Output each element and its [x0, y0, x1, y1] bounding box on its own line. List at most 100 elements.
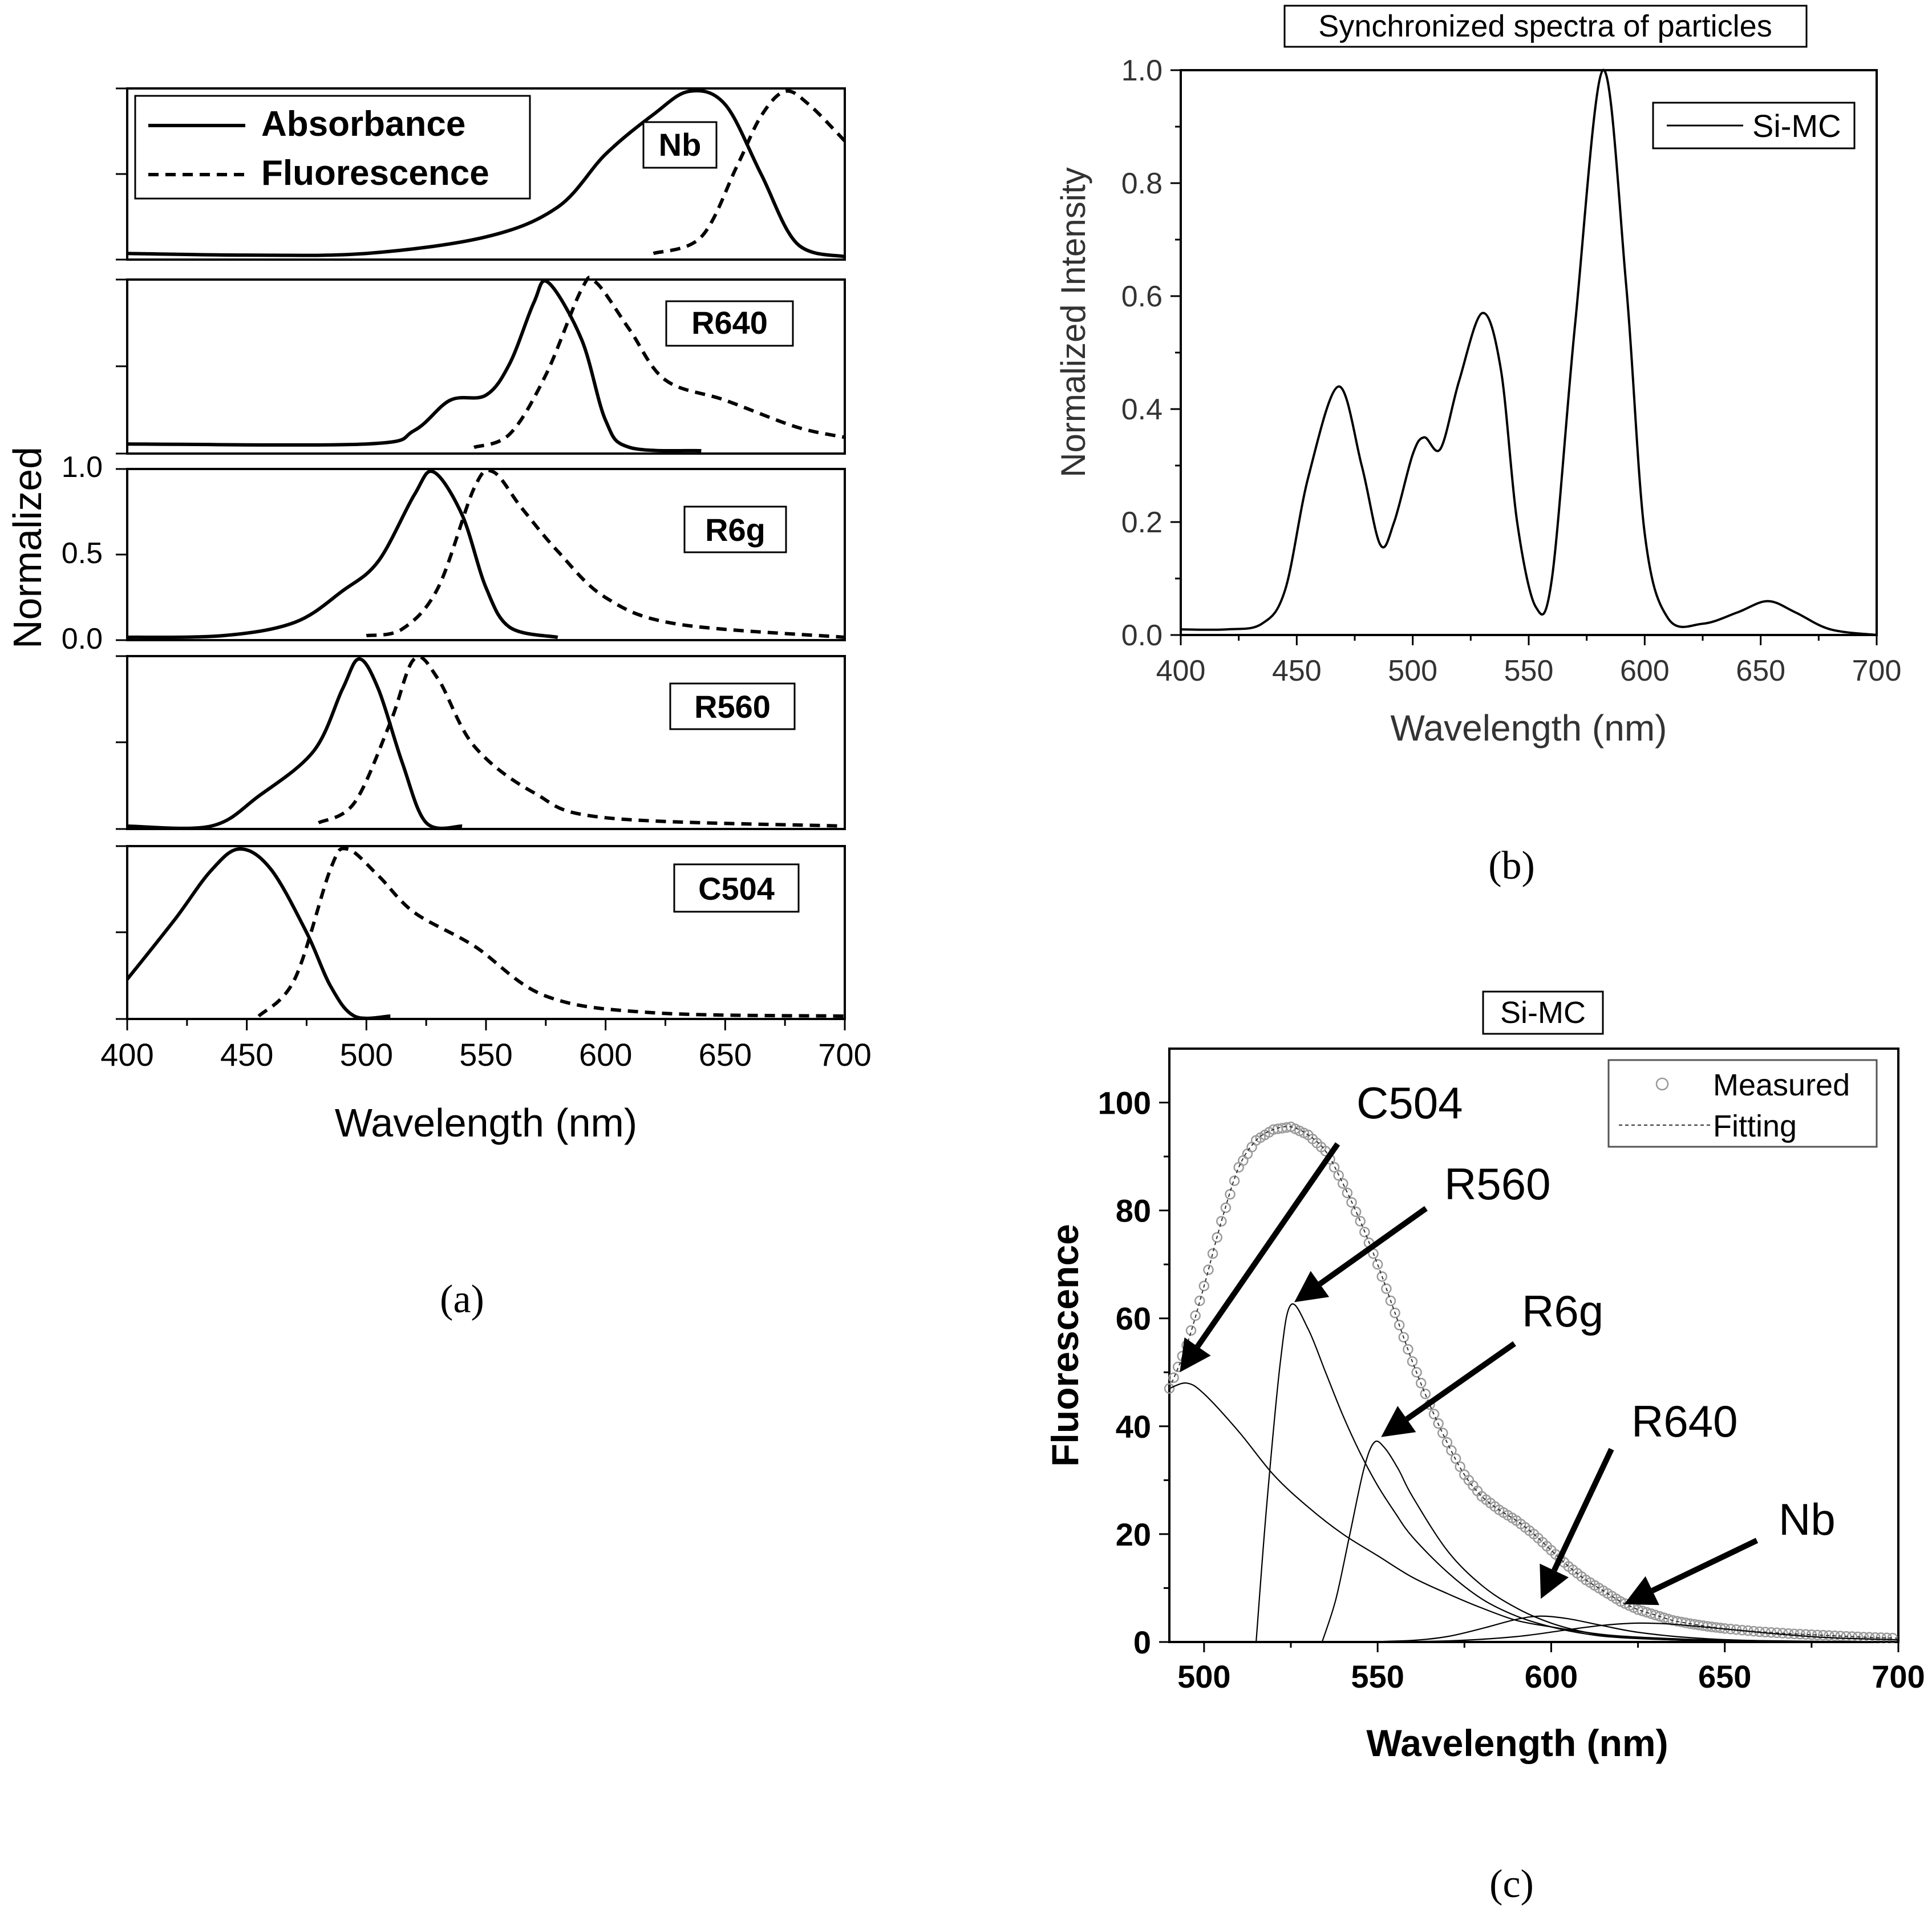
measured-marker — [1194, 1295, 1205, 1307]
measured-marker — [1168, 1372, 1179, 1383]
measured-marker — [1381, 1283, 1392, 1294]
chart-a-ylabel: Normalized — [5, 447, 50, 649]
chart-a-ytick-label: 0.5 — [62, 537, 103, 570]
chart-a-x-ticks: 400 450 500 550 600 650 700 — [100, 1019, 872, 1073]
chart-c-xtick-label: 650 — [1698, 1659, 1751, 1694]
annotation-r640: R640 — [1631, 1396, 1737, 1446]
chart-c-ylabel: Fluorescence — [1044, 1224, 1086, 1467]
chart-b-xtick-label: 650 — [1736, 654, 1785, 687]
fluorescence-line-r6g — [366, 468, 845, 639]
chart-c-xtick-label: 700 — [1872, 1659, 1925, 1694]
annotation-nb: Nb — [1779, 1494, 1836, 1544]
series-fitting-line — [1169, 1126, 1899, 1639]
measured-marker — [1164, 1383, 1175, 1394]
chart-a: 400 450 500 550 600 650 700 1.0 0.5 0.0 Absorb… — [5, 87, 872, 1321]
fluorescence-line-c504 — [257, 847, 845, 1018]
measured-marker — [1385, 1295, 1396, 1307]
measured-marker — [1394, 1320, 1405, 1330]
measured-marker — [1407, 1356, 1418, 1367]
dye-label-nb: Nb — [659, 127, 702, 163]
chart-b-xlabel: Wavelength (nm) — [1391, 707, 1667, 749]
measured-marker — [1359, 1227, 1370, 1237]
annotation-arrowhead-c504 — [1180, 1337, 1211, 1373]
legend-label-fluorescence: Fluorescence — [261, 153, 489, 193]
fluorescence-line-r640 — [473, 276, 845, 449]
chart-b-curves — [1180, 68, 1877, 636]
measured-marker — [1398, 1332, 1409, 1343]
measured-marker — [1355, 1216, 1366, 1227]
absorbance-line-r640 — [127, 279, 702, 453]
annotation-arrow-c504 — [1195, 1142, 1340, 1348]
measured-marker — [1441, 1437, 1453, 1448]
series-line-c504 — [1169, 1382, 1899, 1643]
measured-marker — [1229, 1175, 1240, 1186]
chart-c-ytick-label: 100 — [1098, 1085, 1151, 1121]
chart-b-ticks: 400 450 500 550 600 650 700 0.0 0.2 0.4 0.6 0.8 1.0 — [1121, 54, 1902, 687]
chart-c-ytick-label: 60 — [1116, 1301, 1151, 1337]
chart-b-xtick-label: 550 — [1504, 654, 1554, 687]
absorbance-line-c504 — [125, 847, 391, 1020]
absorbance-line-nb — [127, 88, 845, 258]
measured-marker — [1450, 1453, 1461, 1464]
chart-c-ytick-label: 40 — [1116, 1409, 1151, 1445]
measured-marker — [1390, 1308, 1400, 1319]
chart-b-ytick-label: 0.6 — [1121, 280, 1163, 313]
measured-marker — [1220, 1202, 1232, 1214]
panel-label-a: (a) — [440, 1277, 484, 1321]
annotation-r560: R560 — [1444, 1159, 1550, 1209]
measured-marker — [1242, 1148, 1253, 1159]
dye-label-r6g: R6g — [705, 512, 765, 548]
chart-b-xtick-label: 500 — [1388, 654, 1437, 687]
measured-marker — [1212, 1232, 1222, 1243]
chart-c-annotations: C504 R560 R6g R640 Nb — [1180, 1078, 1836, 1605]
dye-label-r640: R640 — [691, 305, 768, 341]
measured-marker — [1185, 1325, 1197, 1336]
chart-a-xtick-label: 650 — [699, 1037, 752, 1073]
measured-marker — [1342, 1187, 1353, 1199]
chart-a-dye-label-c504: C504 — [673, 863, 800, 913]
legend-swatch-measured — [1655, 1077, 1669, 1091]
measured-marker — [1455, 1461, 1465, 1472]
chart-b-ytick-label: 0.2 — [1121, 506, 1163, 539]
panel-label-b: (b) — [1488, 844, 1535, 888]
series-line-r560 — [1255, 1303, 1899, 1643]
legend-label-si-mc: Si-MC — [1752, 108, 1841, 144]
chart-c-ticks: 500 550 600 650 700 0 20 40 60 80 100 — [1098, 1085, 1925, 1694]
absorbance-line-r6g — [127, 470, 558, 639]
measured-marker — [1190, 1310, 1201, 1321]
measured-marker — [1346, 1197, 1357, 1208]
chart-a-frame-r560 — [126, 655, 846, 830]
measured-marker — [1411, 1367, 1422, 1378]
measured-marker — [1238, 1155, 1249, 1166]
chart-b-legend: Si-MC — [1652, 102, 1856, 149]
panel-label-c: (c) — [1489, 1862, 1534, 1906]
chart-a-xtick-label: 500 — [340, 1037, 393, 1073]
annotation-arrowhead-r640 — [1540, 1563, 1569, 1599]
annotation-arrowhead-nb — [1624, 1576, 1659, 1605]
chart-b-frame — [1180, 69, 1878, 636]
fluorescence-line-nb — [653, 89, 846, 256]
chart-b-ylabel: Normalized Intensity — [1054, 167, 1092, 478]
chart-a-curves — [125, 88, 846, 1020]
series-line-si-mc — [1180, 68, 1877, 636]
measured-marker — [1207, 1248, 1218, 1259]
chart-c-ytick-label: 20 — [1116, 1516, 1151, 1552]
chart-c-ytick-label: 80 — [1116, 1193, 1151, 1229]
chart-a-dye-label-r640: R640 — [665, 300, 794, 347]
measured-marker — [1338, 1178, 1348, 1189]
measured-marker — [1225, 1189, 1236, 1200]
chart-a-legend: Absorbance Fluorescence — [134, 95, 531, 200]
chart-c-frame — [1168, 1048, 1899, 1643]
legend-label-fitting: Fitting — [1713, 1109, 1797, 1143]
chart-a-ytick-label: 1.0 — [62, 451, 103, 484]
measured-marker — [1233, 1162, 1244, 1173]
measured-marker — [1415, 1377, 1427, 1389]
chart-a-xtick-label: 450 — [220, 1037, 273, 1073]
chart-a-xtick-label: 550 — [459, 1037, 512, 1073]
chart-c-ytick-label: 0 — [1133, 1624, 1151, 1660]
chart-b-xtick-label: 400 — [1156, 654, 1206, 687]
chart-b-xtick-label: 700 — [1852, 654, 1902, 687]
annotation-arrowhead-r6g — [1381, 1406, 1416, 1437]
chart-b-ytick-label: 1.0 — [1121, 54, 1163, 87]
